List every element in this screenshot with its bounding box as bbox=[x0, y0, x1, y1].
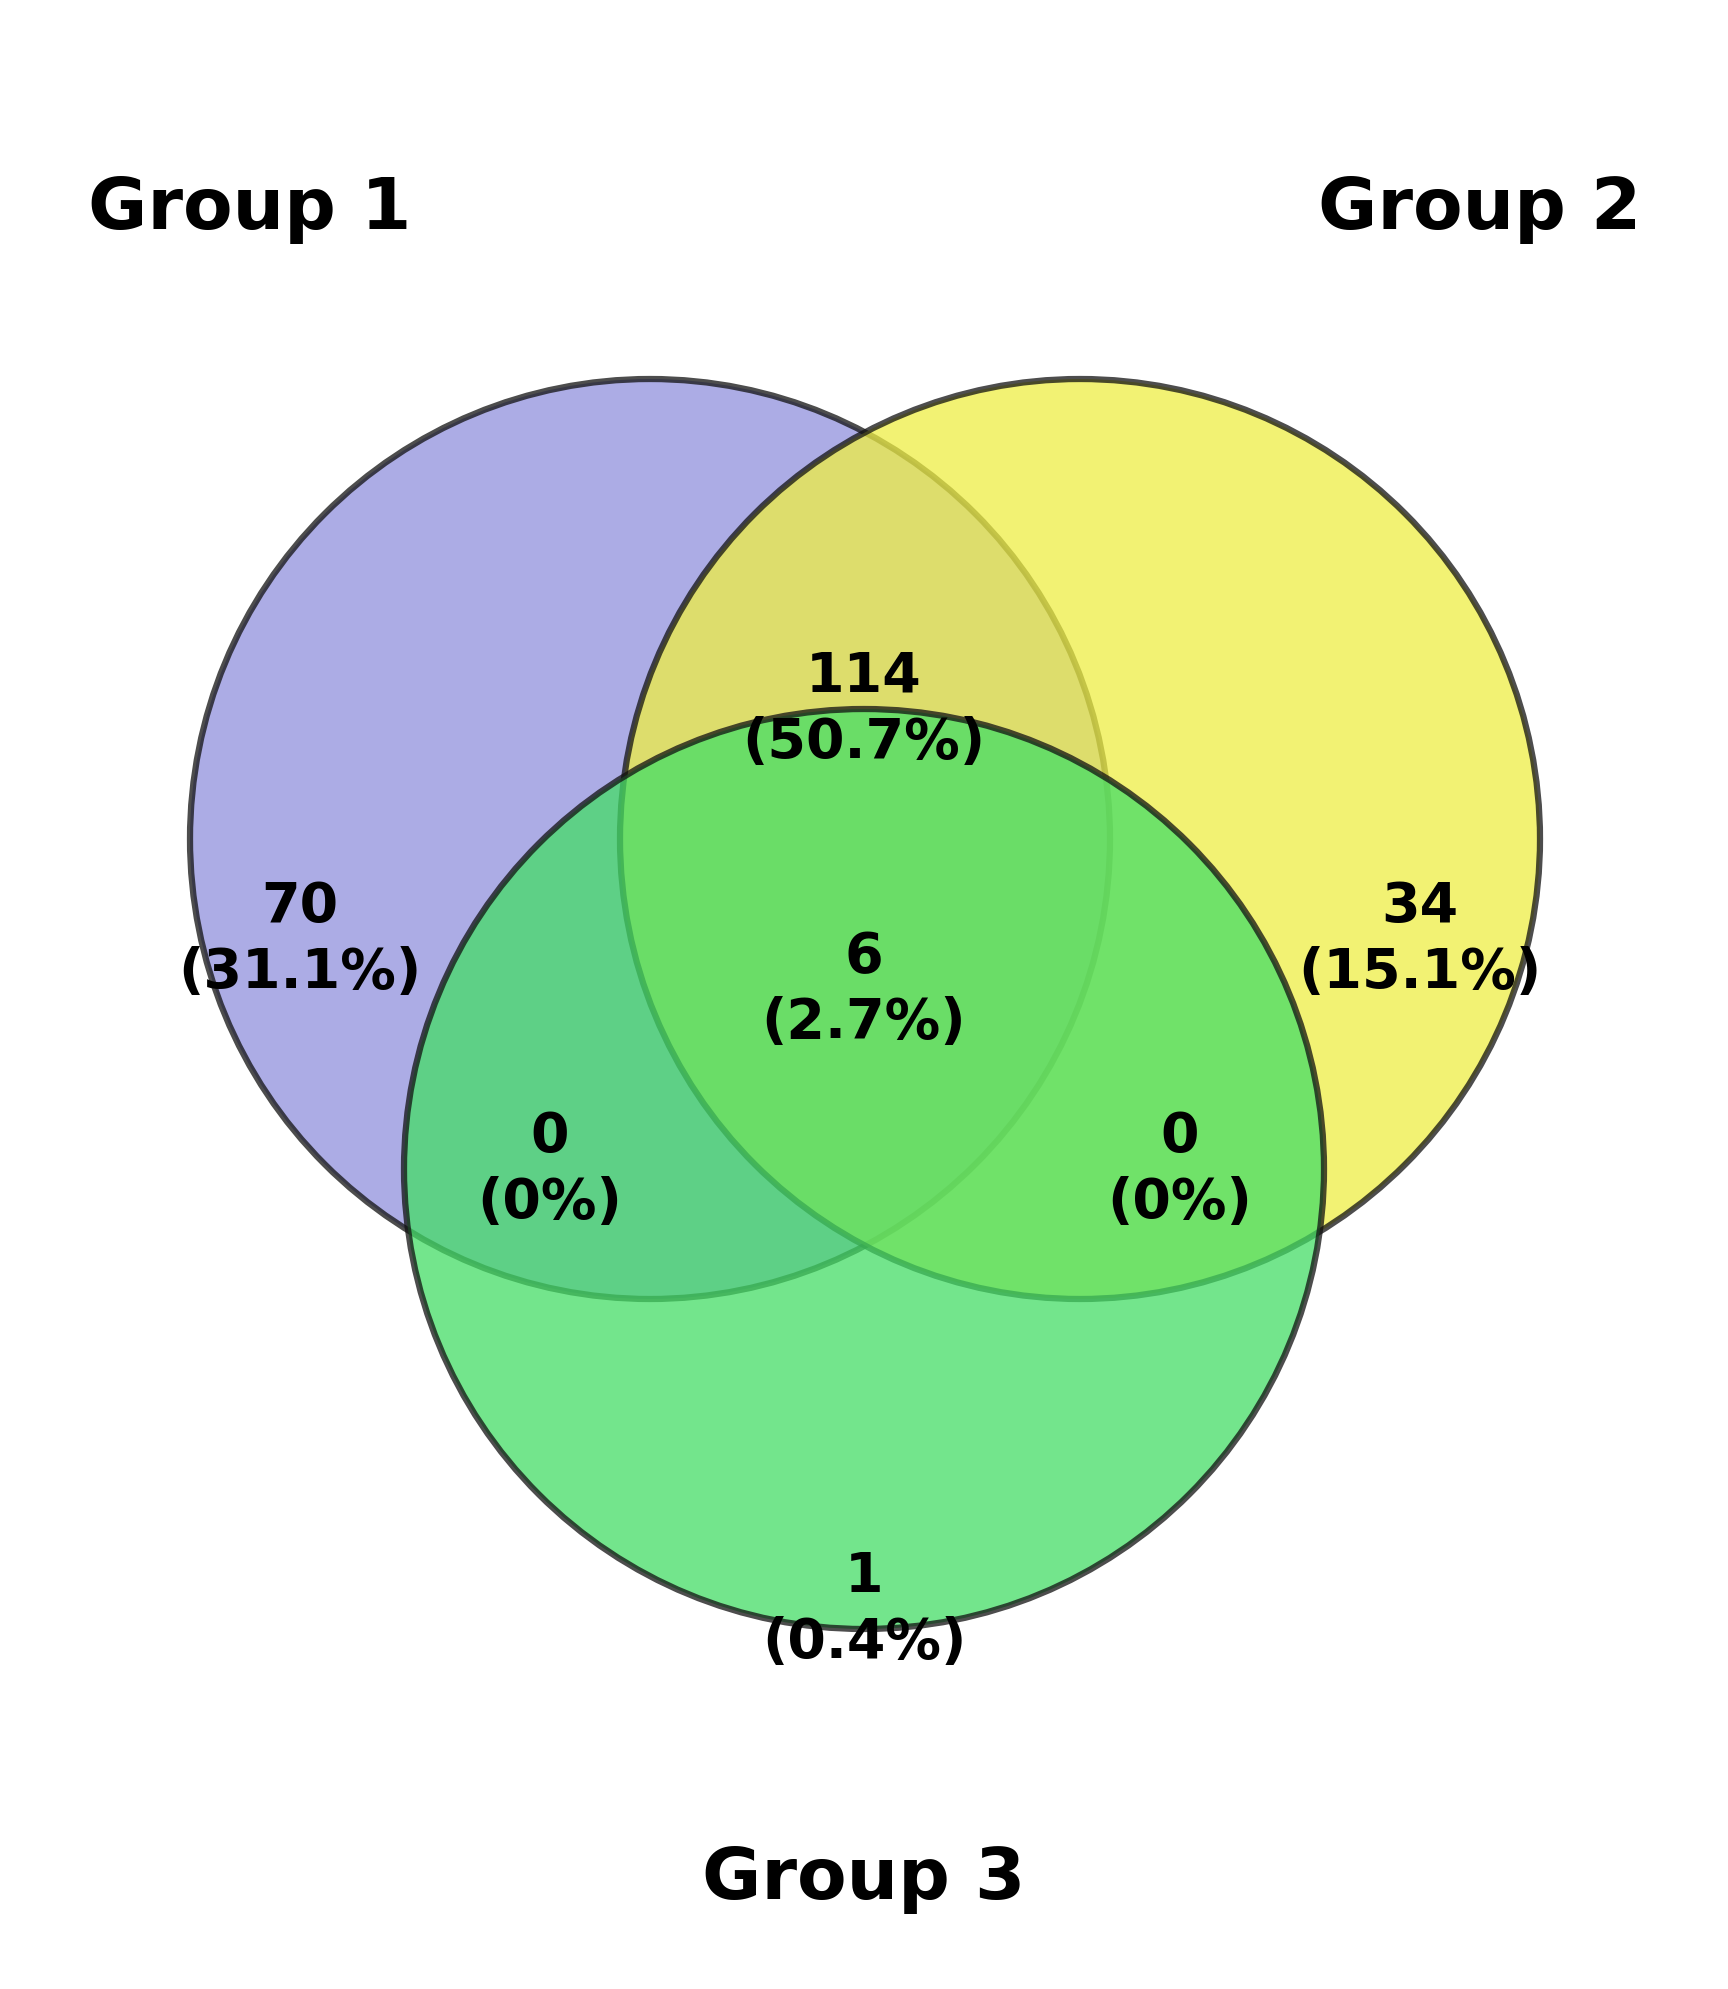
Text: 6
(2.7%): 6 (2.7%) bbox=[762, 929, 966, 1050]
Ellipse shape bbox=[190, 380, 1109, 1299]
Text: 0
(0%): 0 (0%) bbox=[1108, 1110, 1253, 1229]
Ellipse shape bbox=[620, 380, 1540, 1299]
Text: Group 3: Group 3 bbox=[702, 1844, 1026, 1913]
Ellipse shape bbox=[404, 710, 1324, 1629]
Text: 1
(0.4%): 1 (0.4%) bbox=[762, 1549, 966, 1669]
Text: Group 1: Group 1 bbox=[88, 175, 411, 245]
Text: 34
(15.1%): 34 (15.1%) bbox=[1298, 879, 1541, 1000]
Text: Group 2: Group 2 bbox=[1318, 175, 1642, 245]
Text: 0
(0%): 0 (0%) bbox=[477, 1110, 622, 1229]
Text: 70
(31.1%): 70 (31.1%) bbox=[178, 879, 422, 1000]
Text: 114
(50.7%): 114 (50.7%) bbox=[743, 648, 985, 770]
